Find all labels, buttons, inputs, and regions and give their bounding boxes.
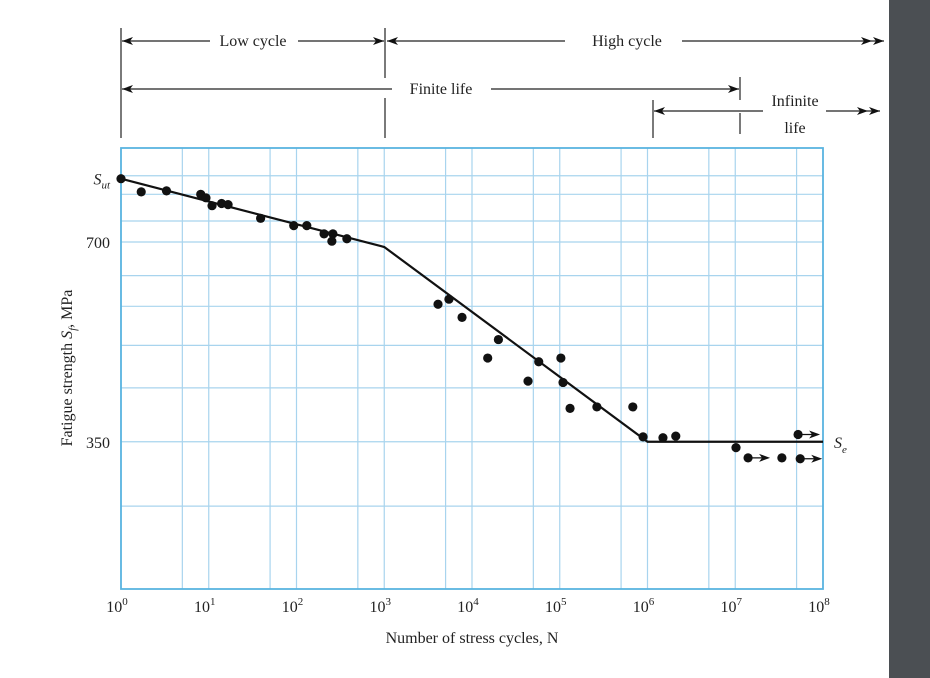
data-point — [116, 174, 126, 184]
data-point — [201, 193, 211, 203]
runout-arrowhead — [809, 430, 821, 439]
data-point — [565, 403, 575, 413]
annotation-finite-life: Finite life — [410, 81, 473, 98]
data-point — [483, 353, 493, 363]
data-point — [534, 357, 544, 367]
y-axis-label-unit: , MPa — [59, 290, 76, 328]
annotation-low-cycle: Low cycle — [219, 33, 286, 50]
annotation-infinite: Infinite — [771, 93, 818, 110]
y-axis-label-sym: S — [59, 331, 76, 339]
x-tick-label: 106 — [633, 596, 655, 616]
data-point — [556, 353, 566, 363]
sn-curve — [120, 177, 823, 443]
y-axis-label: Fatigue strength Sf, MPa — [59, 290, 79, 447]
data-point — [628, 402, 638, 412]
x-tick-label: 107 — [721, 596, 743, 616]
life-regime-annotations — [120, 28, 884, 138]
data-point — [302, 221, 312, 231]
x-tick-label: 105 — [545, 596, 567, 616]
data-point — [161, 186, 172, 196]
data-point — [457, 312, 467, 322]
x-tick-label: 108 — [808, 596, 830, 616]
x-tick-label: 103 — [370, 596, 392, 616]
y-tick-label: 700 — [86, 235, 110, 252]
data-point — [223, 200, 233, 210]
arrowhead-right — [869, 107, 880, 115]
arrowhead-right — [873, 37, 884, 45]
data-point — [342, 234, 352, 244]
x-tick-label: 101 — [194, 596, 216, 616]
data-point — [658, 433, 668, 443]
data-point — [289, 221, 299, 231]
arrowhead-left — [122, 85, 133, 93]
data-point — [328, 229, 338, 239]
y-axis-label-main: Fatigue strength — [59, 339, 76, 447]
sut-label: Sut — [93, 172, 111, 192]
data-point — [493, 334, 504, 345]
x-axis-label: Number of stress cycles, N — [386, 630, 559, 647]
data-point — [777, 453, 787, 463]
arrowhead-right — [373, 37, 384, 45]
annotation-high-cycle: High cycle — [592, 33, 662, 50]
runout-arrowhead — [759, 453, 771, 462]
data-point — [327, 236, 337, 246]
x-tick-label: 104 — [457, 596, 479, 616]
data-point — [638, 432, 648, 442]
plot-frame — [120, 147, 824, 590]
x-tick-label: 102 — [282, 596, 304, 616]
arrowhead-left — [654, 107, 665, 115]
x-tick-label: 100 — [106, 596, 128, 616]
data-point — [444, 294, 454, 304]
data-point — [671, 431, 681, 441]
se-label: Se — [834, 435, 847, 456]
data-point — [256, 213, 266, 223]
arrowhead-left — [122, 37, 133, 45]
dark-side-panel — [889, 0, 930, 678]
arrowhead-left — [387, 37, 398, 45]
data-point — [433, 299, 443, 309]
data-point — [592, 402, 602, 412]
data-point — [207, 201, 217, 211]
arrowhead-right — [857, 107, 868, 115]
arrowhead-right — [861, 37, 872, 45]
data-point — [319, 229, 329, 239]
y-axis-label-sub: f — [67, 326, 79, 331]
data-point — [731, 443, 741, 453]
runout-arrowhead — [811, 454, 823, 463]
data-point — [558, 377, 568, 388]
annotation-infinite-life: life — [784, 120, 805, 137]
grid: 100 101 102 103 104 105 106 107 108 700 350 Sut Se — [86, 147, 847, 616]
arrowhead-right — [728, 85, 739, 93]
y-tick-label: 350 — [86, 435, 110, 452]
data-point — [136, 187, 146, 197]
data-point — [523, 376, 533, 386]
